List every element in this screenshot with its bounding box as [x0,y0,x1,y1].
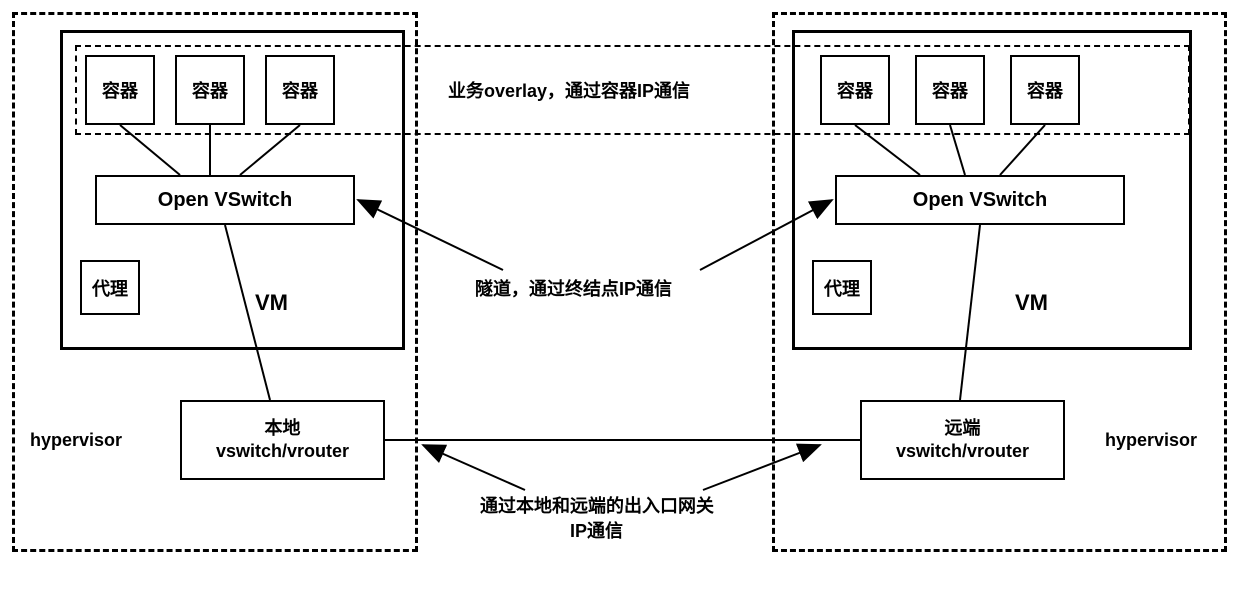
overlay-annotation: 业务overlay，通过容器IP通信 [448,80,690,103]
vswitch-line2: vswitch/vrouter [216,440,349,463]
vswitch-line1: 本地 [265,417,301,440]
tunnel-annotation: 隧道，通过终结点IP通信 [475,278,672,301]
left-hypervisor-label: hypervisor [30,430,122,451]
left-open-vswitch: Open VSwitch [95,175,355,225]
left-vswitch-vrouter: 本地 vswitch/vrouter [180,400,385,480]
left-agent-box: 代理 [80,260,140,315]
right-hypervisor-label: hypervisor [1105,430,1197,451]
right-open-vswitch: Open VSwitch [835,175,1125,225]
left-vm-label: VM [255,290,288,316]
right-vm-label: VM [1015,290,1048,316]
ovs-label: Open VSwitch [158,189,292,212]
vswitch-line1: 远端 [945,417,981,440]
ovs-label: Open VSwitch [913,189,1047,212]
vswitch-line2: vswitch/vrouter [896,440,1029,463]
gateway-annotation-2: IP通信 [570,520,623,543]
agent-label: 代理 [92,275,128,301]
gateway-annotation-1: 通过本地和远端的出入口网关 [480,495,714,518]
right-vswitch-vrouter: 远端 vswitch/vrouter [860,400,1065,480]
agent-label: 代理 [824,275,860,301]
right-agent-box: 代理 [812,260,872,315]
